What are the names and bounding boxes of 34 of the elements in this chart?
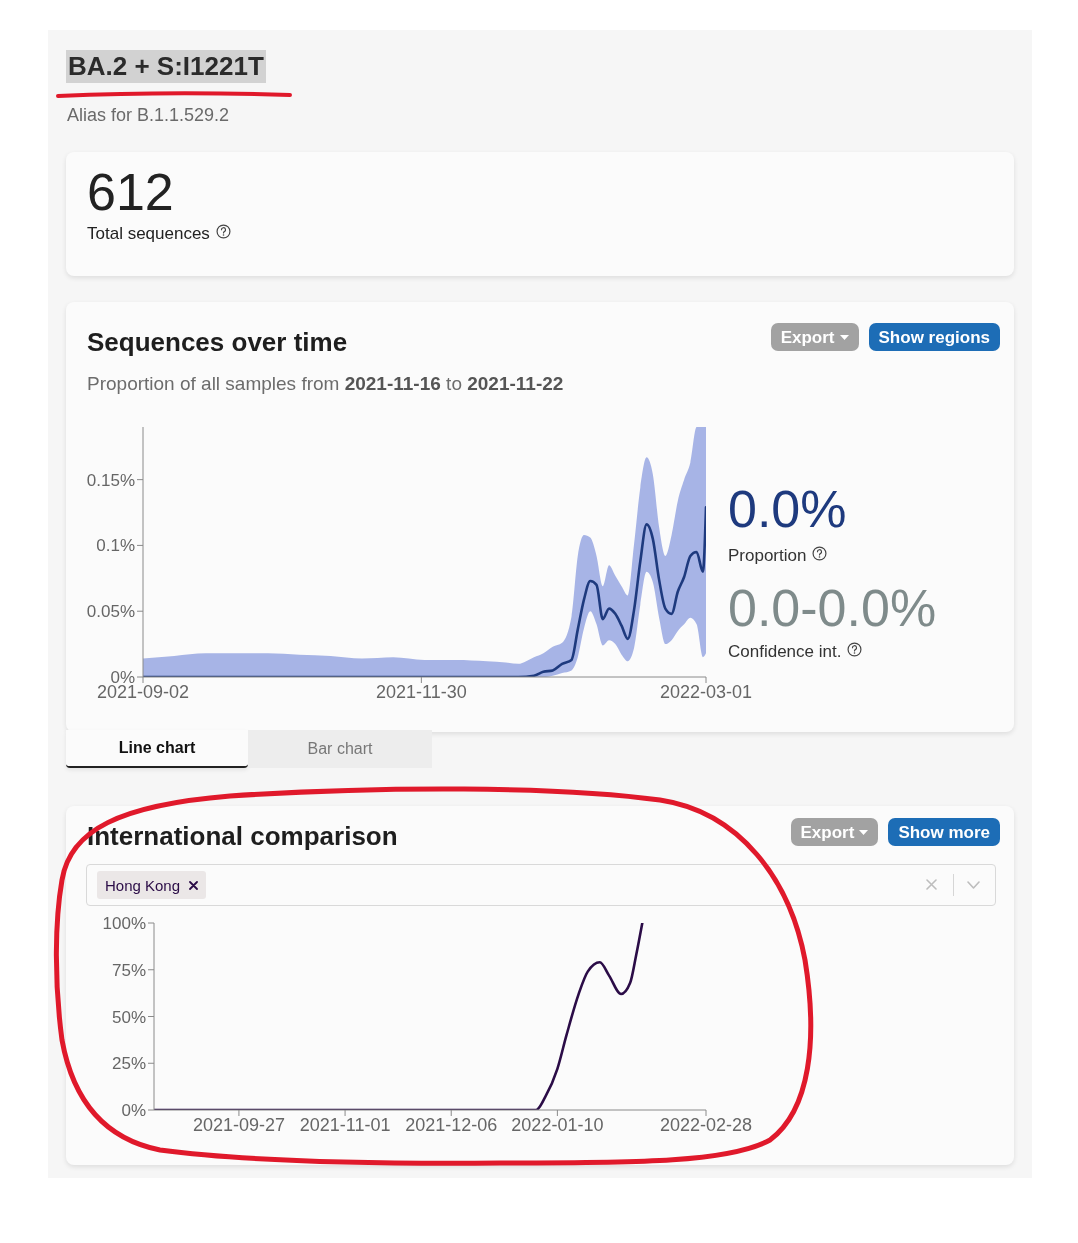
x-tick-label: 2021-11-01 bbox=[299, 1114, 391, 1135]
x-tick-label: 2021-09-27 bbox=[192, 1114, 285, 1135]
y-tick-label: 75% bbox=[111, 960, 146, 980]
y-tick-label: 50% bbox=[111, 1007, 146, 1027]
y-tick-label: 25% bbox=[111, 1054, 146, 1074]
y-tick-label: 100% bbox=[102, 914, 146, 934]
text: 0.0% bbox=[728, 480, 847, 538]
chevron-down-icon[interactable] bbox=[967, 881, 980, 889]
country-select-field[interactable]: Hong Kong bbox=[86, 864, 996, 906]
x-tick-label: 2021-11-30 bbox=[376, 681, 467, 702]
x-tick-label: 2022-03-01 bbox=[659, 681, 753, 702]
chart-title: Sequences over time bbox=[87, 327, 348, 357]
text: 0.0-0.0% bbox=[728, 579, 937, 637]
y-tick-label: 0.1% bbox=[96, 536, 135, 556]
text: Confidence int. bbox=[728, 642, 843, 662]
close-icon[interactable] bbox=[189, 880, 199, 890]
x-tick-label: 2022-01-10 bbox=[511, 1114, 604, 1135]
y-tick-label: 0% bbox=[121, 1101, 146, 1121]
chart-title: International comparison bbox=[87, 821, 398, 851]
x-tick-label: 2021-12-06 bbox=[405, 1114, 498, 1135]
chart-subtitle: Proportion of all samples from 2021-11-16 to 2021-11-22 bbox=[87, 373, 564, 394]
x-tick-label: 2022-02-28 bbox=[659, 1114, 753, 1135]
text: 612 bbox=[87, 163, 174, 221]
y-tick-label: 0.05% bbox=[86, 602, 135, 622]
text: Alias for B.1.1.529.2 bbox=[67, 105, 230, 126]
text: Total sequences bbox=[87, 224, 211, 244]
bar-chart-tab[interactable]: Bar chart bbox=[248, 730, 432, 768]
show-regions-button[interactable]: Show regions bbox=[868, 323, 1000, 351]
text: Proportion bbox=[728, 546, 808, 566]
text: BA.2 + S:I1221T bbox=[66, 50, 266, 83]
y-tick-label: 0.15% bbox=[86, 470, 135, 490]
legend-label: Hong Kong bbox=[105, 876, 181, 894]
show-more-button[interactable]: Show more bbox=[888, 818, 1000, 846]
line-chart-tab[interactable]: Line chart bbox=[66, 730, 248, 768]
